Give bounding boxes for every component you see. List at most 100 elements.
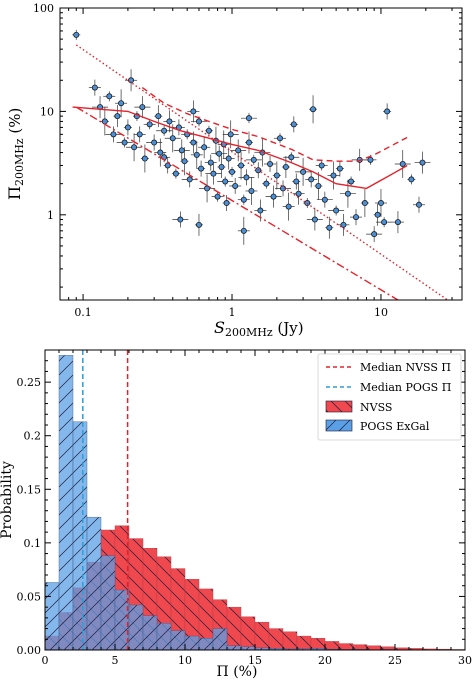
histogram-bar-hatch <box>282 631 298 651</box>
scatter-point <box>304 200 311 207</box>
scatter-point <box>186 176 193 183</box>
histogram-plot-area <box>44 350 466 651</box>
scatter-point <box>73 31 80 38</box>
legend-box <box>317 353 462 441</box>
scatter-point <box>308 176 315 183</box>
scatter-point <box>141 155 148 162</box>
scatter-point <box>336 165 343 172</box>
histogram-bar-hatch <box>324 641 340 651</box>
scatter-point <box>348 178 355 185</box>
histogram-bar-hatch <box>198 638 214 651</box>
histogram-x-axis-label: Π (%) <box>217 664 258 680</box>
scatter-point <box>172 170 179 177</box>
scatter-point <box>223 200 230 207</box>
scatter-point <box>235 147 242 154</box>
scatter-point <box>273 172 280 179</box>
scatter-point <box>282 163 289 170</box>
scatter-point <box>245 115 252 122</box>
scatter-point <box>214 193 221 200</box>
scatter-point <box>114 113 121 120</box>
scatter-point <box>290 121 297 128</box>
scatter-point <box>340 221 347 228</box>
scatter-point <box>399 160 406 167</box>
scatter-point <box>330 172 337 179</box>
scatter-point <box>257 207 264 214</box>
scatter-point <box>201 144 208 151</box>
scatter-point <box>326 224 333 231</box>
scatter-point <box>240 196 247 203</box>
scatter-point <box>277 135 284 142</box>
scatter-point <box>106 93 113 100</box>
hist-x-tick-label: 25 <box>388 654 402 667</box>
trend-line-dashed <box>141 87 408 162</box>
scatter-point <box>394 219 401 226</box>
scatter-point <box>415 201 422 208</box>
scatter-point <box>315 182 322 189</box>
legend-label-pogs: POGS ExGal <box>360 420 430 433</box>
hist-y-tick-label: 0.00 <box>17 644 42 657</box>
scatter-point <box>195 118 202 125</box>
hist-x-tick-label: 10 <box>178 654 192 667</box>
scatter-point <box>205 127 212 134</box>
scatter-panel: 0.1 1 10 1 10 100 S200MHz (Jy) Π200MHz (%) <box>5 2 463 339</box>
y-tick-label: 10 <box>40 105 54 118</box>
scatter-point <box>204 185 211 192</box>
scatter-point <box>310 106 317 113</box>
scatter-point <box>190 139 197 146</box>
hist-x-tick-label: 5 <box>112 654 119 667</box>
scatter-point <box>293 178 300 185</box>
scatter-point <box>419 159 426 166</box>
scatter-point <box>367 156 374 163</box>
scatter-point <box>166 118 173 125</box>
scatter-point <box>295 190 302 197</box>
histogram-bar-hatch <box>100 555 116 651</box>
scatter-point <box>124 124 131 131</box>
scatter-point <box>131 144 138 151</box>
scatter-point <box>263 180 270 187</box>
scatter-point <box>218 163 225 170</box>
scatter-point <box>177 216 184 223</box>
scatter-point <box>157 149 164 156</box>
histogram-bar-hatch <box>170 630 186 651</box>
hist-x-tick-label: 20 <box>318 654 332 667</box>
hist-x-tick-label: 0 <box>42 654 49 667</box>
scatter-point <box>227 131 234 138</box>
histogram-bar-hatch <box>58 355 74 651</box>
legend-label-nvss: NVSS <box>360 401 392 414</box>
scatter-point <box>155 113 162 120</box>
scatter-point <box>225 155 232 162</box>
scatter-point <box>344 190 351 197</box>
x-tick-label: 0.1 <box>74 306 92 319</box>
scatter-point <box>181 158 188 165</box>
scatter-point <box>333 207 340 214</box>
scatter-x-axis-label: S200MHz (Jy) <box>214 318 304 339</box>
scatter-frame <box>59 7 463 301</box>
trend-line-dashdot <box>75 106 399 300</box>
scatter-point <box>190 108 197 115</box>
hist-y-tick-label: 0.2 <box>24 430 42 443</box>
legend-swatch-nvss-hatch <box>325 400 353 413</box>
scatter-point <box>207 159 214 166</box>
scatter-point <box>280 185 287 192</box>
scatter-point <box>240 227 247 234</box>
histogram-bar-hatch <box>142 615 158 651</box>
scatter-point <box>161 127 168 134</box>
legend-swatch-pogs-hatch <box>325 419 353 432</box>
histogram-bar-hatch <box>184 635 200 651</box>
histogram-panel: 0 5 10 15 20 25 30 0.00 0.05 0.1 0.15 0.2 0.25 Π (%)… <box>0 349 472 680</box>
scatter-point <box>288 154 295 161</box>
scatter-y-axis-label: Π200MHz (%) <box>5 108 26 200</box>
histogram-bar-hatch <box>254 621 270 651</box>
scatter-point <box>101 118 108 125</box>
histogram-bar-hatch <box>226 645 242 651</box>
hist-y-tick-label: 0.1 <box>24 537 42 550</box>
x-tick-label: 10 <box>374 306 388 319</box>
histogram-bar-hatch <box>240 616 256 651</box>
scatter-point <box>384 108 391 115</box>
scatter-point <box>216 150 223 157</box>
histogram-bar-hatch <box>296 635 312 651</box>
scatter-point <box>151 139 158 146</box>
hist-x-tick-label: 30 <box>458 654 472 667</box>
histogram-series-pogs <box>44 355 396 651</box>
